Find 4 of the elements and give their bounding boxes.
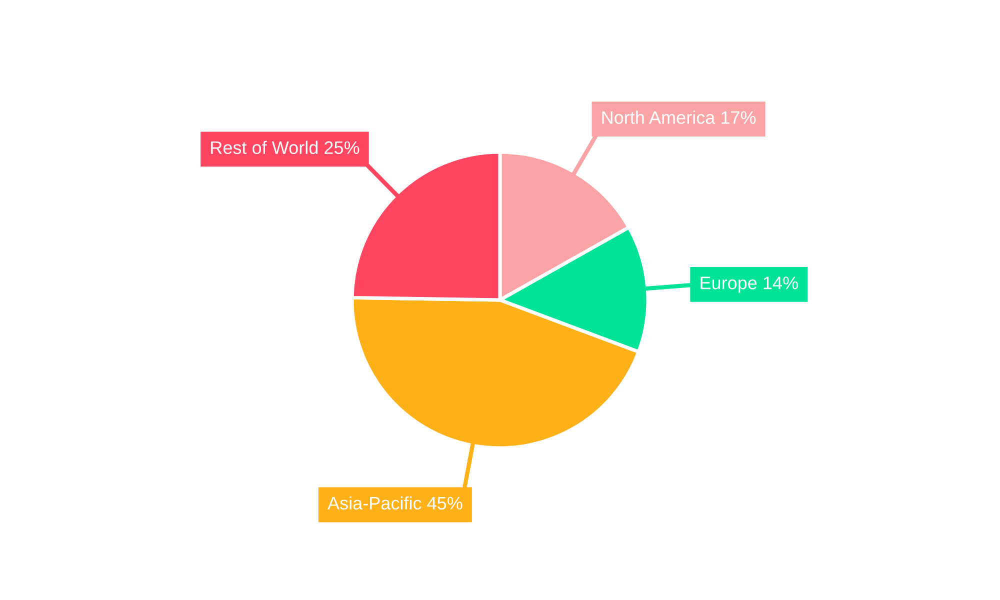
slice-label: Rest of World 25%	[211, 140, 360, 154]
slice-label: North America 17%	[602, 110, 756, 124]
slice-label: Europe 14%	[700, 276, 798, 293]
slice-label: Asia-Pacific 45%	[327, 496, 462, 510]
